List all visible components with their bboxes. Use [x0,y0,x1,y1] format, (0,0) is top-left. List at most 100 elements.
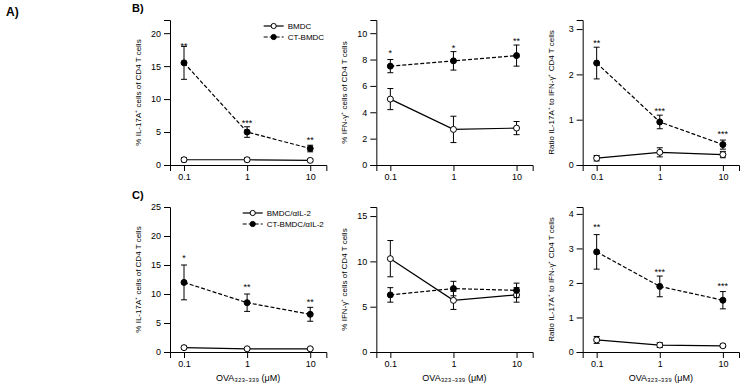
tick-label: 1 [245,359,250,369]
legend-swatch-marker [250,221,255,226]
point [594,249,600,255]
significance: ** [513,36,521,46]
tick-label: 10 [512,359,522,369]
point [244,300,250,306]
tick-mark [370,307,376,308]
tick-mark [370,112,376,113]
axis-line [577,208,584,353]
point [307,311,313,317]
tick-label: 3 [569,24,574,34]
tick: 10 [357,29,376,39]
tick: 3 [569,24,583,34]
tick-mark [164,294,170,295]
point [181,345,187,351]
error-bar [450,116,456,142]
tick-label: 0 [156,160,161,170]
panel: 0.11100246810****% IFN-γ⁺ cells of CD4 T… [340,21,533,183]
error-bar [450,281,456,296]
point [181,279,187,285]
tick-mark [723,352,724,358]
tick: 5 [156,318,170,328]
tick-label: 1 [569,115,574,125]
tick-label: 15 [151,260,161,270]
tick-label: 2 [569,278,574,288]
error-bar [387,288,393,303]
point [307,157,313,163]
tick-mark [370,216,376,217]
y-axis-title: % IL-17A⁺ cells of CD4 T cells [134,226,143,332]
figure: A)0.111005101520*******% IL-17A⁺ cells o… [0,0,749,392]
legend: BMDC/αIL-2CT-BMDC/αIL-2 [243,209,325,229]
x-axis: 0.1110 [377,352,533,369]
point [450,297,456,303]
error-bar [387,89,393,110]
tick-label: 20 [151,231,161,241]
tick-mark [517,352,518,358]
legend: BMDCCT-BMDC [264,22,325,42]
point [720,343,726,349]
y-axis-title: % IL-17A⁺ cells of CD4 T cells [134,39,143,145]
point [450,126,456,132]
tick: 1 [451,165,456,182]
tick: 25 [151,202,170,212]
x-axis: 0.1110 [171,165,327,182]
tick: 10 [151,289,170,299]
error-bar [181,46,187,79]
point [720,142,726,148]
tick: 2 [569,278,583,288]
tick-label: 0.1 [591,359,604,369]
tick-mark [164,99,170,100]
tick: 0 [156,347,170,357]
error-bar [657,276,663,297]
tick-label: 1 [658,172,663,182]
tick: 3 [569,244,583,254]
error-bar [720,151,726,157]
significance: ** [307,297,315,307]
tick-label: 0.1 [385,172,398,182]
significance: *** [655,267,666,277]
tick-mark [370,261,376,262]
point [387,63,393,69]
tick-mark [310,165,311,171]
error-bar [307,145,313,152]
tick-label: 2 [569,70,574,80]
point [450,286,456,292]
tick-mark [577,214,583,215]
legend-item: BMDC/αIL-2 [243,209,312,218]
tick: 15 [357,211,376,221]
axis-line [377,166,533,172]
significance: ** [593,38,601,48]
tick: 10 [512,165,522,182]
y-axis: 051015 [357,208,377,358]
tick: 1 [658,352,663,369]
tick: 0 [569,347,583,357]
plot-area [181,265,313,352]
tick: 1 [245,352,250,369]
axis-line [171,166,327,172]
point [594,60,600,66]
tick-mark [164,236,170,237]
point [594,155,600,161]
error-bar [514,283,520,298]
tick-label: 25 [151,202,161,212]
tick-mark [164,352,170,353]
tick: 20 [151,29,170,39]
tick-label: 10 [357,29,367,39]
legend-label: CT-BMDC [288,33,325,42]
point [181,60,187,66]
tick-label: 10 [306,359,316,369]
title: B) [132,2,144,14]
point [514,287,520,293]
tick: 0 [362,347,376,357]
tick: 0 [569,160,583,170]
y-axis-title: % IFN-γ⁺ cells of CD4 T cells [340,228,349,330]
tick-label: 5 [362,302,367,312]
significance: ** [180,41,188,51]
tick-label: 8 [362,55,367,65]
x-axis-title: OVA₃₂₃₋₃₃₉ (μM) [216,373,280,383]
tick-mark [660,352,661,358]
tick: 15 [151,62,170,72]
tick-mark [577,74,583,75]
tick-mark [370,139,376,140]
point [514,125,520,131]
